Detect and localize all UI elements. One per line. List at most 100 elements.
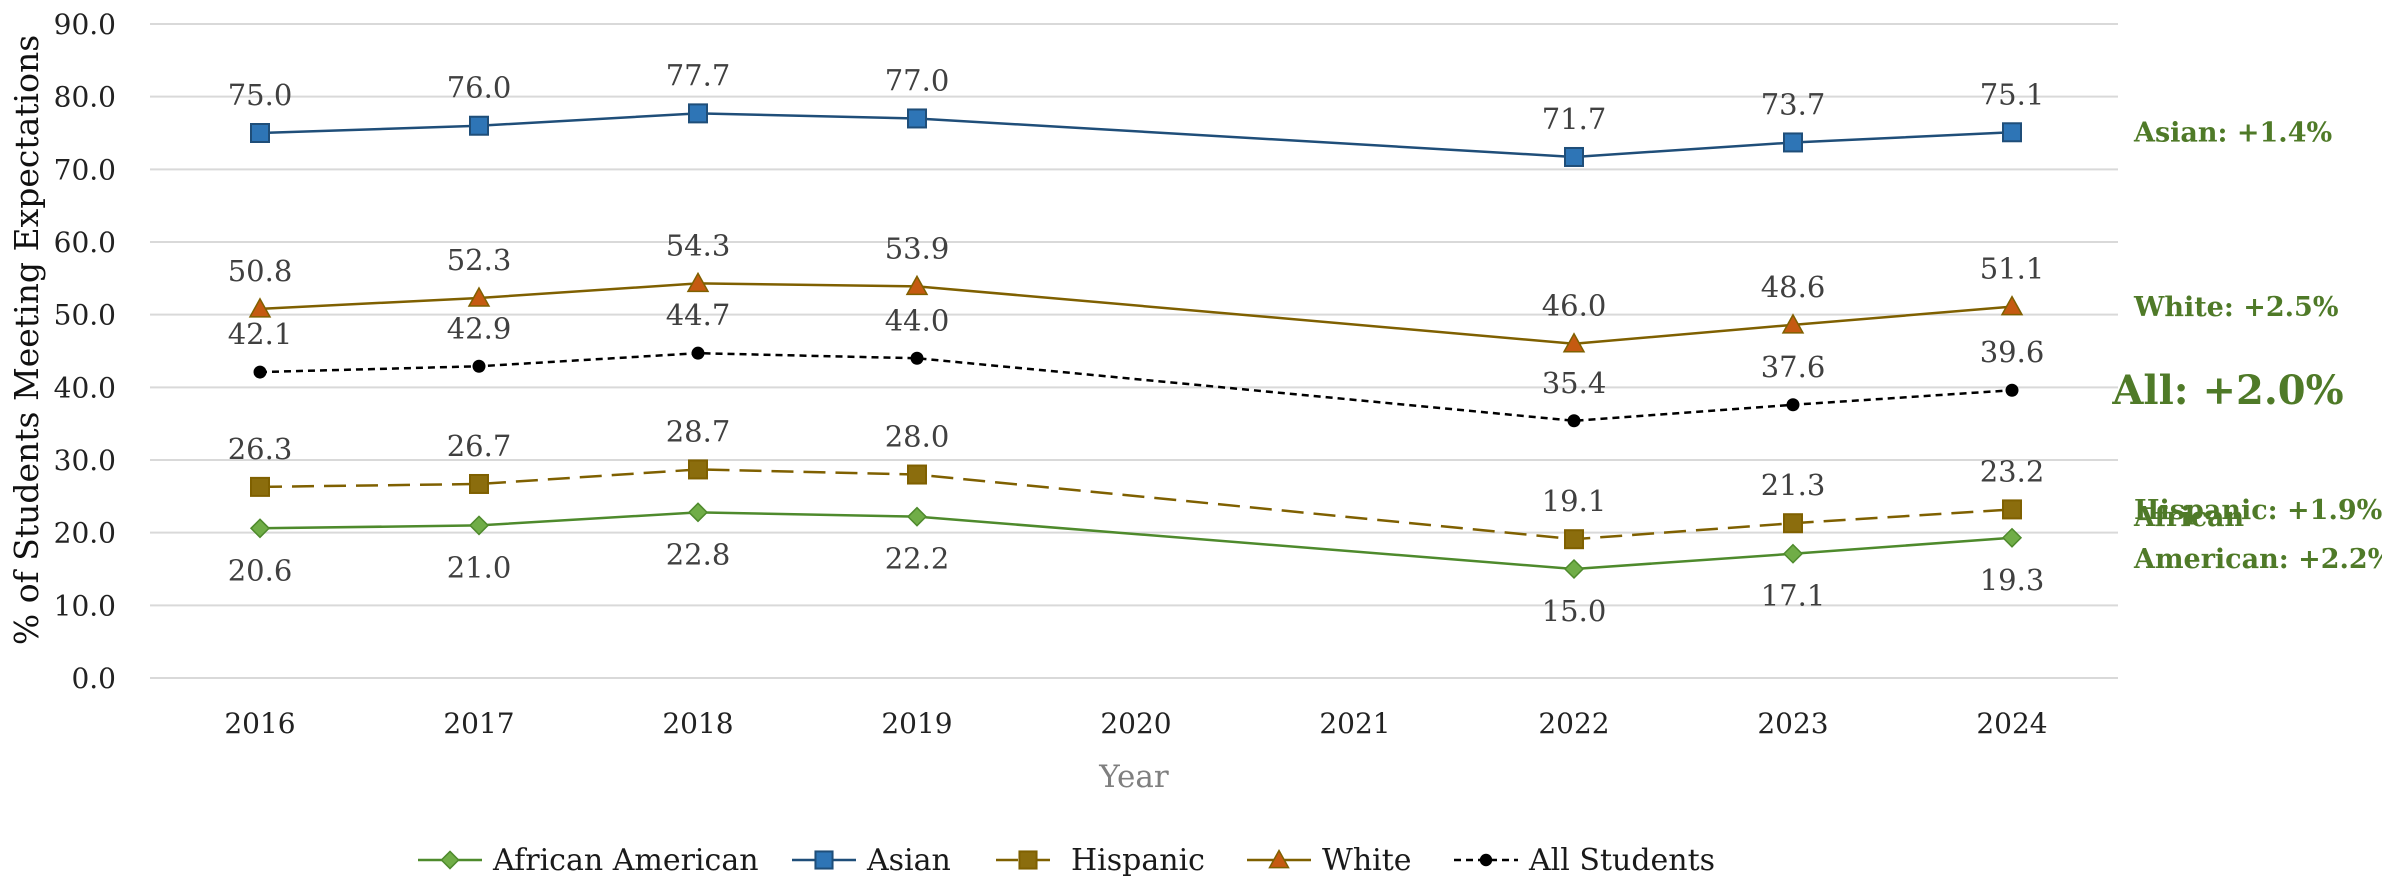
data-point-white — [1562, 332, 1586, 353]
data-point-all_students — [253, 365, 267, 379]
data-label-all_students: 39.6 — [1980, 335, 2045, 369]
data-point-hispanic — [1564, 529, 1584, 550]
data-point-white — [1781, 313, 1805, 334]
series-line-african_american — [259, 511, 2013, 571]
data-label-african_american: 21.0 — [447, 550, 512, 584]
data-label-hispanic: 21.3 — [1761, 468, 1826, 502]
data-point-asian — [469, 115, 489, 136]
y-tick-label: 30.0 — [54, 444, 116, 477]
legend-item-african_american: African American — [418, 843, 759, 878]
change-annotation-african_american: American: +2.2% — [2133, 544, 2382, 575]
data-label-white: 46.0 — [1542, 289, 1607, 323]
change-annotation-hispanic: Hispanic: +1.9% — [2134, 495, 2382, 526]
data-label-asian: 73.7 — [1761, 87, 1826, 121]
legend-marker-hispanic — [1018, 850, 1038, 870]
data-point-all_students — [910, 351, 924, 365]
data-label-asian: 77.7 — [666, 58, 731, 92]
x-tick-label: 2018 — [662, 707, 733, 740]
data-point-hispanic — [2002, 499, 2022, 520]
x-tick-label: 2016 — [224, 707, 295, 740]
data-point-african_american — [2001, 527, 2023, 548]
data-point-all_students — [472, 359, 486, 373]
data-point-white — [686, 271, 710, 293]
data-label-asian: 75.1 — [1980, 77, 2045, 111]
data-label-white: 54.3 — [666, 228, 731, 262]
data-point-hispanic — [688, 459, 708, 480]
y-tick-label: 90.0 — [54, 8, 116, 41]
y-tick-label: 20.0 — [54, 517, 116, 550]
data-point-all_students — [691, 346, 705, 360]
data-label-all_students: 42.9 — [447, 311, 512, 345]
data-label-african_american: 20.6 — [228, 553, 293, 587]
data-label-all_students: 44.7 — [666, 298, 731, 332]
data-label-african_american: 22.2 — [885, 542, 950, 576]
data-label-hispanic: 28.7 — [666, 414, 731, 448]
data-labels: 20.6 21.0 22.8 22.2 15.0 17.1 19.3 75.0 76.0 77.7… — [228, 58, 2045, 628]
data-point-asian — [688, 103, 708, 124]
legend-marker-african_american — [440, 850, 460, 870]
data-label-white: 50.8 — [228, 254, 293, 288]
data-label-white: 51.1 — [1980, 252, 2045, 286]
y-tick-label: 10.0 — [54, 589, 116, 622]
data-label-african_american: 17.1 — [1761, 579, 1826, 613]
data-label-asian: 77.0 — [885, 63, 950, 97]
x-tick-label: 2021 — [1319, 707, 1390, 740]
data-point-all_students — [1567, 414, 1581, 428]
data-point-african_american — [468, 515, 490, 536]
data-label-white: 52.3 — [447, 243, 512, 277]
legend-label-white: White — [1322, 843, 1412, 878]
legend-item-asian: Asian — [792, 843, 951, 878]
series-markers — [248, 103, 2024, 580]
y-tick-label: 80.0 — [54, 81, 116, 114]
data-label-hispanic: 19.1 — [1542, 484, 1607, 518]
data-label-hispanic: 28.0 — [885, 420, 950, 454]
data-point-white — [2000, 295, 2024, 316]
data-label-hispanic: 26.3 — [228, 432, 293, 466]
legend-marker-all_students — [1479, 853, 1493, 867]
y-tick-label: 70.0 — [54, 153, 116, 186]
x-tick-label: 2023 — [1757, 707, 1828, 740]
change-annotations: Asian: +1.4% White: +2.5% All: +2.0% Hispan… — [2111, 118, 2382, 575]
x-axis-title: Year — [1098, 759, 1169, 795]
data-label-asian: 75.0 — [228, 78, 293, 112]
legend-item-hispanic: Hispanic — [996, 843, 1205, 878]
legend-label-hispanic: Hispanic — [1071, 843, 1205, 878]
data-point-asian — [250, 123, 270, 143]
data-point-african_american — [906, 506, 928, 527]
data-point-white — [248, 297, 272, 318]
legend-item-white: White — [1247, 843, 1412, 878]
y-axis-ticks: 0.0 10.0 20.0 30.0 40.0 50.0 60.0 70.0 80.0 90.0 — [54, 8, 116, 695]
data-label-african_american: 22.8 — [666, 537, 731, 571]
legend-label-asian: Asian — [866, 843, 951, 878]
data-point-hispanic — [907, 464, 927, 485]
data-point-african_american — [687, 502, 709, 523]
x-tick-label: 2017 — [443, 707, 514, 740]
data-point-asian — [1564, 146, 1584, 167]
legend-marker-white — [1268, 848, 1290, 869]
data-label-all_students: 44.0 — [885, 303, 950, 337]
data-label-all_students: 35.4 — [1542, 366, 1607, 400]
data-point-african_american — [249, 518, 271, 539]
series-line-hispanic — [259, 468, 2013, 541]
data-label-hispanic: 26.7 — [447, 429, 512, 463]
data-label-asian: 71.7 — [1542, 102, 1607, 136]
data-point-asian — [907, 108, 927, 129]
legend: African American Asian Hispanic White All St… — [418, 843, 1715, 878]
data-point-white — [905, 274, 929, 296]
data-point-hispanic — [1783, 513, 1803, 534]
data-point-all_students — [1786, 398, 1800, 412]
data-label-african_american: 15.0 — [1542, 594, 1607, 628]
x-tick-label: 2024 — [1976, 707, 2047, 740]
data-label-asian: 76.0 — [447, 71, 512, 105]
y-tick-label: 60.0 — [54, 226, 116, 259]
data-label-white: 53.9 — [885, 231, 950, 265]
x-tick-label: 2019 — [881, 707, 952, 740]
data-point-african_american — [1782, 543, 1804, 564]
legend-label-african_american: African American — [492, 843, 759, 878]
series-line-asian — [259, 112, 2013, 159]
change-annotation-all_students: All: +2.0% — [2111, 367, 2343, 414]
x-tick-label: 2022 — [1538, 707, 1609, 740]
data-label-all_students: 37.6 — [1761, 350, 1826, 384]
